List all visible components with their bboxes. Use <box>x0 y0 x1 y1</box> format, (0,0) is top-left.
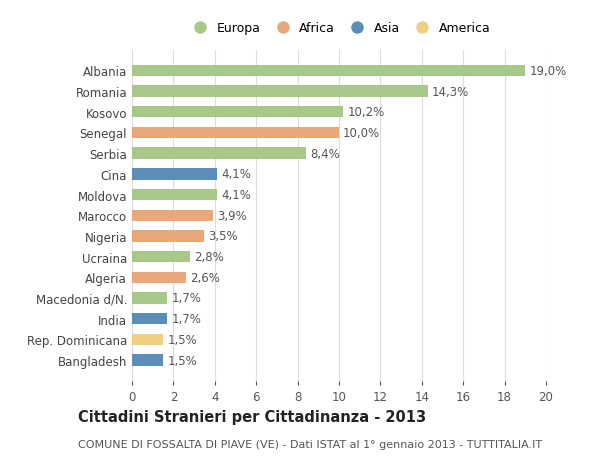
Bar <box>132 355 163 366</box>
Text: 14,3%: 14,3% <box>432 85 469 98</box>
Text: 19,0%: 19,0% <box>529 65 566 78</box>
Text: 10,2%: 10,2% <box>347 106 385 119</box>
Text: 1,5%: 1,5% <box>167 333 197 346</box>
Legend: Europa, Africa, Asia, America: Europa, Africa, Asia, America <box>182 17 496 40</box>
Text: COMUNE DI FOSSALTA DI PIAVE (VE) - Dati ISTAT al 1° gennaio 2013 - TUTTITALIA.IT: COMUNE DI FOSSALTA DI PIAVE (VE) - Dati … <box>78 439 542 449</box>
Text: 3,5%: 3,5% <box>209 230 238 243</box>
Bar <box>132 107 343 118</box>
Bar <box>132 231 205 242</box>
Bar <box>132 169 217 180</box>
Text: 1,7%: 1,7% <box>172 292 201 305</box>
Text: 2,8%: 2,8% <box>194 251 224 263</box>
Bar <box>132 293 167 304</box>
Bar <box>132 148 306 159</box>
Bar <box>132 313 167 325</box>
Text: Cittadini Stranieri per Cittadinanza - 2013: Cittadini Stranieri per Cittadinanza - 2… <box>78 409 426 425</box>
Text: 8,4%: 8,4% <box>310 147 340 160</box>
Bar <box>132 128 339 139</box>
Text: 1,7%: 1,7% <box>172 313 201 325</box>
Bar <box>132 252 190 263</box>
Text: 4,1%: 4,1% <box>221 168 251 181</box>
Bar <box>132 86 428 97</box>
Bar <box>132 66 526 77</box>
Bar <box>132 210 213 221</box>
Bar <box>132 334 163 345</box>
Bar <box>132 272 186 283</box>
Text: 2,6%: 2,6% <box>190 271 220 284</box>
Text: 4,1%: 4,1% <box>221 189 251 202</box>
Text: 3,9%: 3,9% <box>217 209 247 222</box>
Bar <box>132 190 217 201</box>
Text: 10,0%: 10,0% <box>343 127 380 140</box>
Text: 1,5%: 1,5% <box>167 354 197 367</box>
